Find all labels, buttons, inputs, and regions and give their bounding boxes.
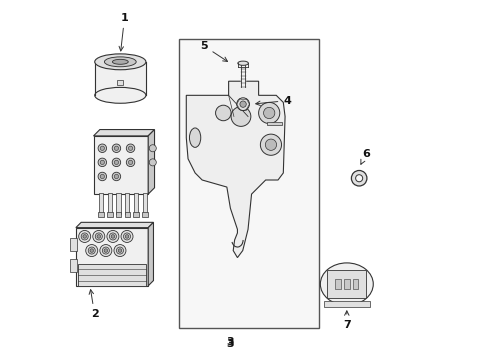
Circle shape xyxy=(265,139,276,150)
Circle shape xyxy=(83,235,86,238)
Polygon shape xyxy=(148,130,154,194)
Bar xyxy=(267,122,281,125)
Circle shape xyxy=(112,158,121,167)
Circle shape xyxy=(114,146,118,150)
Circle shape xyxy=(351,171,366,186)
Bar xyxy=(125,193,129,213)
Text: 1: 1 xyxy=(119,13,128,51)
Circle shape xyxy=(104,249,107,252)
Circle shape xyxy=(128,160,132,165)
Circle shape xyxy=(95,233,102,240)
Bar xyxy=(69,238,77,251)
Circle shape xyxy=(98,158,106,167)
Circle shape xyxy=(102,247,109,254)
Circle shape xyxy=(100,160,104,165)
Bar xyxy=(179,39,318,328)
Bar xyxy=(133,212,139,217)
Ellipse shape xyxy=(189,128,201,147)
Circle shape xyxy=(123,233,130,240)
Circle shape xyxy=(100,174,104,179)
Circle shape xyxy=(114,174,118,179)
Bar xyxy=(142,212,147,217)
Bar xyxy=(327,270,366,298)
Polygon shape xyxy=(95,62,145,95)
Circle shape xyxy=(114,160,118,165)
Circle shape xyxy=(98,172,106,181)
Circle shape xyxy=(112,172,121,181)
Text: 3: 3 xyxy=(226,337,234,347)
Circle shape xyxy=(109,233,116,240)
Circle shape xyxy=(111,235,114,238)
Circle shape xyxy=(240,101,246,107)
Bar xyxy=(323,301,369,307)
Text: 2: 2 xyxy=(89,290,98,319)
Bar xyxy=(116,212,121,217)
Circle shape xyxy=(128,146,132,150)
Ellipse shape xyxy=(112,59,128,64)
Bar xyxy=(76,228,148,286)
Bar xyxy=(352,279,358,289)
Circle shape xyxy=(149,145,156,152)
Polygon shape xyxy=(76,222,153,228)
Circle shape xyxy=(107,230,119,242)
Circle shape xyxy=(90,249,93,252)
Circle shape xyxy=(121,230,133,242)
Ellipse shape xyxy=(104,57,136,67)
Text: 4: 4 xyxy=(255,96,290,105)
Bar xyxy=(134,193,138,213)
Circle shape xyxy=(263,107,274,118)
Polygon shape xyxy=(93,130,154,136)
Circle shape xyxy=(355,175,362,182)
Ellipse shape xyxy=(95,87,145,103)
Circle shape xyxy=(149,159,156,166)
Bar xyxy=(93,136,148,194)
Polygon shape xyxy=(241,66,244,86)
Text: 5: 5 xyxy=(200,41,227,62)
Circle shape xyxy=(126,144,135,153)
Circle shape xyxy=(93,230,104,242)
Ellipse shape xyxy=(320,263,372,305)
Circle shape xyxy=(215,105,231,121)
Text: 3: 3 xyxy=(226,328,234,349)
Bar xyxy=(142,193,147,213)
Circle shape xyxy=(114,244,126,257)
Circle shape xyxy=(79,230,90,242)
Bar xyxy=(334,279,340,289)
Circle shape xyxy=(97,235,101,238)
Polygon shape xyxy=(186,81,285,258)
Circle shape xyxy=(81,233,88,240)
Ellipse shape xyxy=(237,61,248,66)
Circle shape xyxy=(112,144,121,153)
Circle shape xyxy=(126,158,135,167)
Bar xyxy=(99,193,103,213)
Bar xyxy=(107,193,112,213)
Circle shape xyxy=(236,98,249,111)
Circle shape xyxy=(125,235,128,238)
Bar xyxy=(107,212,112,217)
Circle shape xyxy=(85,244,98,257)
Text: 6: 6 xyxy=(360,149,369,164)
Text: 7: 7 xyxy=(342,311,350,330)
Circle shape xyxy=(100,244,112,257)
Circle shape xyxy=(258,102,279,123)
Circle shape xyxy=(88,247,95,254)
Polygon shape xyxy=(148,222,153,286)
Bar xyxy=(117,80,123,85)
Bar xyxy=(116,193,121,213)
Circle shape xyxy=(98,144,106,153)
Bar xyxy=(124,212,130,217)
Circle shape xyxy=(260,134,281,155)
Bar xyxy=(343,279,349,289)
Circle shape xyxy=(118,249,122,252)
Circle shape xyxy=(231,107,250,126)
Bar xyxy=(98,212,103,217)
Bar xyxy=(78,264,146,286)
Circle shape xyxy=(116,247,123,254)
Circle shape xyxy=(100,146,104,150)
Ellipse shape xyxy=(95,54,145,70)
Bar xyxy=(69,259,77,272)
